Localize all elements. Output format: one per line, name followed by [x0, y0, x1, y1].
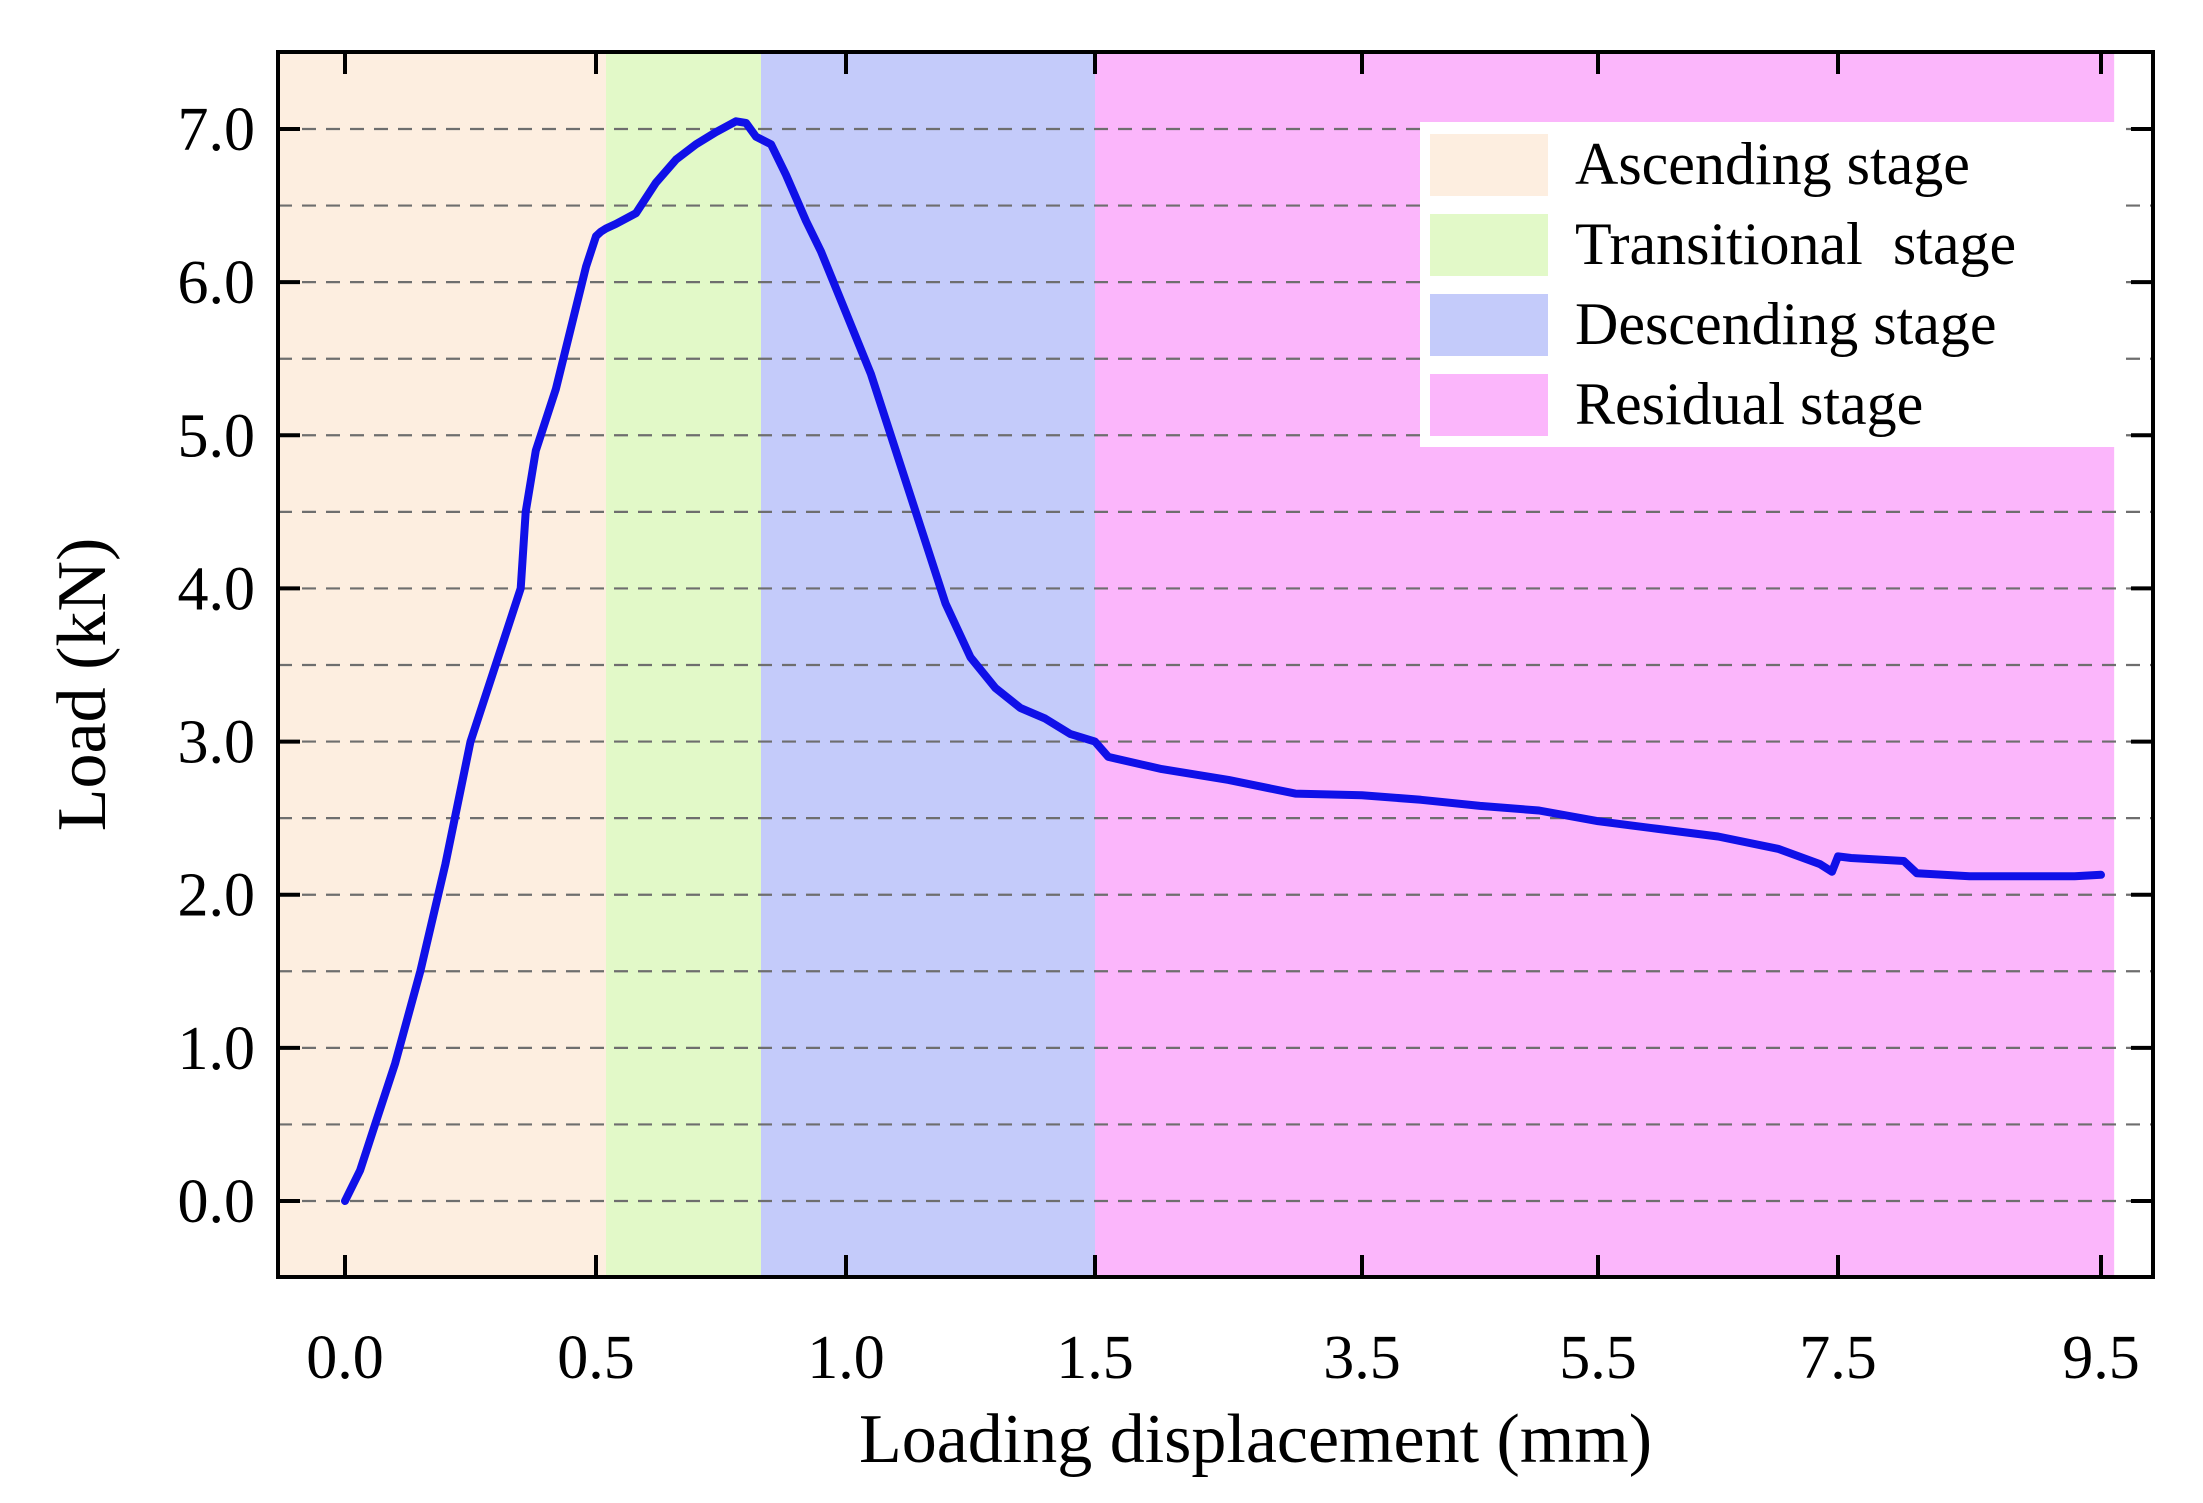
- x-tick-label: 1.0: [807, 1324, 885, 1392]
- x-axis-ticks: 0.0 0.5 1.0 1.5 3.5 5.5 7.5 9.5: [306, 52, 2140, 1392]
- legend-label-1: Ascending stage: [1575, 131, 1970, 197]
- y-tick-label: 6.0: [178, 249, 256, 317]
- legend-label-3: Descending stage: [1575, 291, 1997, 357]
- x-tick-label: 3.5: [1323, 1324, 1401, 1392]
- y-tick-label: 0.0: [178, 1168, 256, 1236]
- x-tick-label: 9.5: [2062, 1324, 2140, 1392]
- x-tick-label: 7.5: [1799, 1324, 1877, 1392]
- x-tick-label: 0.0: [306, 1324, 384, 1392]
- y-tick-label: 7.0: [178, 96, 256, 164]
- series-layer: [341, 117, 2105, 1205]
- legend-swatch-2: [1430, 214, 1548, 276]
- y-tick-label: 5.0: [178, 402, 256, 470]
- y-axis-title: Load (kN): [44, 538, 121, 832]
- x-tick-label: 0.5: [557, 1324, 635, 1392]
- plot-frame: [276, 50, 2155, 1279]
- legend-label-4: Residual stage: [1575, 371, 1923, 437]
- y-tick-label: 3.0: [178, 709, 256, 777]
- legend-label-2: Transitional stage: [1575, 211, 2016, 277]
- x-tick-label: 5.5: [1559, 1324, 1637, 1392]
- legend: Ascending stage Transitional stage Descend…: [1420, 122, 2120, 447]
- legend-swatch-4: [1430, 374, 1548, 436]
- y-tick-label: 4.0: [178, 555, 256, 623]
- x-tick-label: 1.5: [1056, 1324, 1134, 1392]
- y-tick-label: 1.0: [178, 1015, 256, 1083]
- series-line-1: [341, 117, 2105, 1205]
- legend-swatch-1: [1430, 134, 1548, 196]
- y-axis-ticks: 0.0 1.0 2.0 3.0 4.0 5.0 6.0 7.0: [178, 96, 2153, 1236]
- x-axis-title: Loading displacement (mm): [859, 1401, 1652, 1478]
- legend-swatch-3: [1430, 294, 1548, 356]
- y-tick-label: 2.0: [178, 862, 256, 930]
